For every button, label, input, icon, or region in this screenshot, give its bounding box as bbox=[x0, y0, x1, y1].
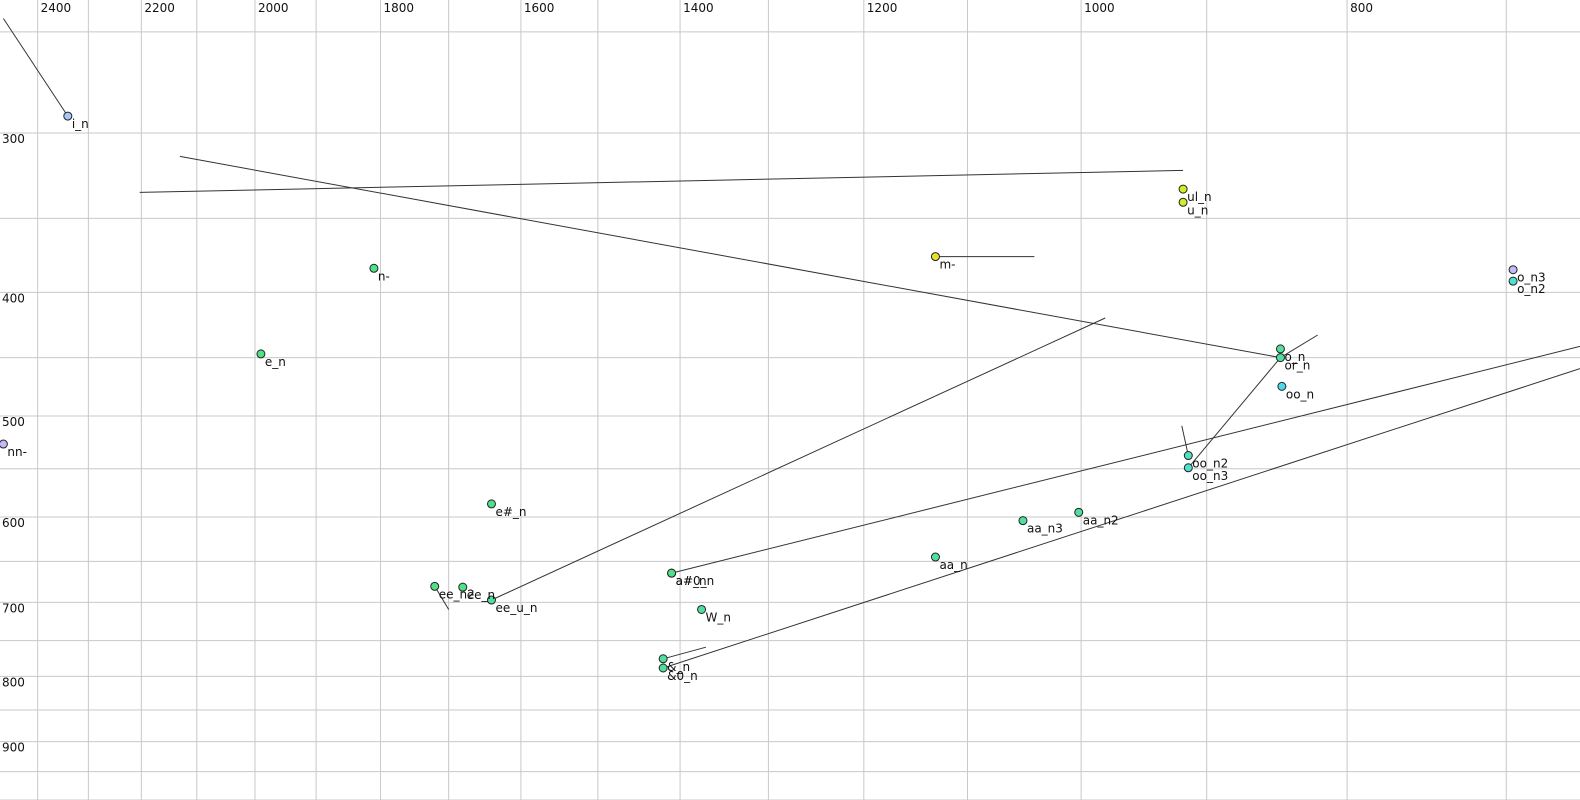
trajectory-line bbox=[663, 647, 706, 659]
x-tick-label: 800 bbox=[1350, 1, 1373, 15]
point-label: W_n bbox=[706, 610, 731, 624]
trajectory-line bbox=[140, 170, 1183, 192]
data-point bbox=[1019, 517, 1027, 525]
data-point bbox=[1184, 452, 1192, 460]
x-tick-label: 1400 bbox=[683, 1, 714, 15]
y-tick-label: 700 bbox=[2, 601, 25, 615]
x-tick-label: 2400 bbox=[41, 1, 72, 15]
trajectory-lines bbox=[3, 19, 1580, 669]
x-tick-label: 2000 bbox=[258, 1, 289, 15]
data-point bbox=[1509, 277, 1517, 285]
point-label: e#_n bbox=[495, 505, 526, 519]
data-point bbox=[1075, 508, 1083, 516]
trajectory-line bbox=[3, 19, 67, 117]
data-point bbox=[931, 253, 939, 261]
point-label: o_n2 bbox=[1517, 282, 1546, 296]
y-tick-label: 400 bbox=[2, 291, 25, 305]
data-point bbox=[431, 582, 439, 590]
point-label: &0_n bbox=[667, 669, 698, 683]
data-point bbox=[64, 112, 72, 120]
data-point bbox=[0, 440, 7, 448]
point-label: ul_n bbox=[1187, 190, 1212, 204]
trajectory-line bbox=[180, 156, 1281, 357]
point-label: i_n bbox=[72, 117, 89, 131]
point-label: u_n bbox=[1187, 203, 1208, 217]
data-point bbox=[1184, 464, 1192, 472]
point-label: n- bbox=[378, 269, 390, 283]
trajectory-line bbox=[492, 318, 1106, 600]
point-label: aa_n2 bbox=[1083, 513, 1119, 527]
point-label: or_n bbox=[1284, 359, 1310, 373]
point-label: oo_n bbox=[1286, 387, 1314, 401]
point-label: ee_n bbox=[467, 588, 495, 602]
x-tick-label: 1200 bbox=[867, 1, 898, 15]
trajectory-line bbox=[1182, 426, 1189, 456]
data-point bbox=[1278, 382, 1286, 390]
data-point bbox=[487, 500, 495, 508]
y-tick-label: 300 bbox=[2, 132, 25, 146]
data-point bbox=[698, 605, 706, 613]
point-label: a#0_n bbox=[676, 574, 715, 588]
data-point bbox=[1179, 185, 1187, 193]
data-point bbox=[931, 553, 939, 561]
point-label: oo_n3 bbox=[1192, 469, 1228, 483]
data-point bbox=[257, 350, 265, 358]
y-tick-label: 800 bbox=[2, 675, 25, 689]
y-tick-label: 500 bbox=[2, 415, 25, 429]
point-label: nn- bbox=[7, 445, 27, 459]
x-tick-label: 1000 bbox=[1084, 1, 1115, 15]
point-label: ee_u_n bbox=[495, 601, 537, 615]
x-tick-label: 1800 bbox=[384, 1, 415, 15]
point-label: aa_n3 bbox=[1027, 522, 1063, 536]
y-tick-label: 900 bbox=[2, 741, 25, 755]
data-point bbox=[1276, 345, 1284, 353]
data-point bbox=[659, 664, 667, 672]
trajectory-line bbox=[663, 369, 1580, 668]
data-point bbox=[1509, 266, 1517, 274]
point-label: m- bbox=[939, 258, 955, 272]
trajectory-line bbox=[672, 346, 1580, 573]
data-point bbox=[659, 655, 667, 663]
point-labels: i_nul_nu_nm-n-o_n3o_n2e_n o_nor_noo_nnn-o… bbox=[7, 117, 1545, 683]
trajectory-line bbox=[1188, 358, 1280, 468]
data-point bbox=[370, 264, 378, 272]
x-tick-label: 2200 bbox=[144, 1, 175, 15]
point-label: e_n bbox=[265, 355, 286, 369]
data-point bbox=[668, 569, 676, 577]
x-tick-label: 1600 bbox=[524, 1, 555, 15]
data-point bbox=[1179, 198, 1187, 206]
y-tick-label: 600 bbox=[2, 516, 25, 530]
data-point bbox=[1276, 354, 1284, 362]
point-label: aa_n bbox=[939, 558, 967, 572]
